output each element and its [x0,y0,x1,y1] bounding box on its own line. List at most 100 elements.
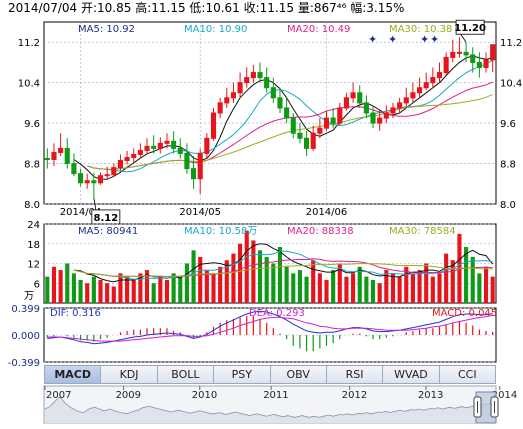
volume-bar[interactable] [357,266,362,303]
candle[interactable] [151,135,157,154]
candle[interactable] [58,133,64,156]
volume-bar[interactable] [198,256,203,303]
candle[interactable] [137,143,143,159]
candle[interactable] [91,172,97,198]
candle[interactable] [111,163,117,177]
tab-macd[interactable]: MACD [44,365,102,384]
candle[interactable] [463,42,469,63]
volume-bar[interactable] [410,273,415,303]
volume-bar[interactable] [85,283,90,303]
candle[interactable] [397,97,403,113]
candle[interactable] [210,107,217,141]
candle[interactable] [217,97,223,119]
candle[interactable] [277,87,283,113]
volume-bar[interactable] [317,273,322,303]
event-marker[interactable]: ✦ [430,33,439,46]
volume-bar[interactable] [131,279,136,303]
candle[interactable] [97,172,104,185]
candle[interactable] [363,95,369,119]
volume-bar[interactable] [271,263,276,304]
candle[interactable] [430,67,436,88]
volume-bar[interactable] [158,276,163,303]
candle[interactable] [84,173,90,189]
tab-psy[interactable]: PSY [214,365,271,384]
volume-bar[interactable] [164,279,170,303]
candle[interactable] [190,155,197,189]
event-marker[interactable]: ✦ [368,33,377,46]
volume-bar[interactable] [291,273,296,303]
volume-bar[interactable] [218,266,223,303]
volume-bar[interactable] [125,276,130,303]
volume-bar[interactable] [483,266,489,303]
volume-bar[interactable] [324,279,329,303]
candle[interactable] [370,105,376,129]
volume-bar[interactable] [91,276,96,303]
candle[interactable] [171,131,177,154]
candle[interactable] [337,102,343,126]
volume-bar[interactable] [377,283,382,303]
candle[interactable] [383,105,389,124]
volume-bar[interactable] [311,260,316,303]
volume-bar[interactable] [297,270,302,303]
candle[interactable] [71,153,77,177]
volume-bar[interactable] [178,276,183,303]
volume-bar[interactable] [211,273,216,303]
tab-obv[interactable]: OBV [270,365,327,384]
candle[interactable] [197,148,203,194]
volume-bar[interactable] [71,273,76,303]
volume-bar[interactable] [144,270,150,303]
volume-bar[interactable] [384,270,389,303]
volume-bar[interactable] [51,266,57,303]
candle[interactable] [410,82,416,103]
tab-rsi[interactable]: RSI [326,365,384,384]
volume-bar[interactable] [284,266,289,303]
candle[interactable] [257,62,263,83]
candle[interactable] [323,110,330,131]
candle[interactable] [390,102,396,119]
candle[interactable] [44,148,50,169]
candle[interactable] [310,125,316,151]
navigator-selection[interactable] [473,391,499,424]
volume-bar[interactable] [151,283,156,303]
candle[interactable] [64,138,70,169]
volume-bar[interactable] [224,260,229,303]
candle[interactable] [144,138,150,155]
volume-bar[interactable] [171,273,176,303]
volume-bar[interactable] [424,263,429,304]
candle[interactable] [436,62,443,83]
volume-bar[interactable] [251,240,256,303]
volume-bar[interactable] [351,273,356,303]
candle[interactable] [124,150,130,165]
event-marker[interactable]: ✦ [420,33,429,46]
volume-bar[interactable] [304,276,309,303]
candle[interactable] [204,133,210,159]
candle[interactable] [284,97,290,124]
tab-cci[interactable]: CCI [439,365,496,384]
candle[interactable] [450,39,456,63]
volume-bar[interactable] [98,279,103,303]
candle[interactable] [317,118,323,139]
tab-kdj[interactable]: KDJ [101,365,158,384]
candle[interactable] [237,72,243,98]
volume-bar[interactable] [238,243,243,303]
candle[interactable] [470,47,476,73]
candle[interactable] [104,166,110,179]
candle[interactable] [303,130,310,156]
candle[interactable] [157,137,163,154]
volume-bar[interactable] [444,253,449,303]
candle[interactable] [476,52,482,78]
candle[interactable] [350,82,356,103]
volume-bar[interactable] [204,270,209,303]
candle[interactable] [297,123,303,144]
volume-bar[interactable] [490,276,495,303]
candle[interactable] [164,133,170,149]
volume-bar[interactable] [105,283,110,303]
candle[interactable] [177,138,183,159]
candle[interactable] [230,82,237,103]
volume-bar[interactable] [118,273,123,303]
volume-bar[interactable] [464,247,469,303]
candle[interactable] [184,143,190,174]
volume-bar[interactable] [344,276,349,303]
event-marker[interactable]: ✦ [388,33,397,46]
volume-bar[interactable] [138,273,143,303]
